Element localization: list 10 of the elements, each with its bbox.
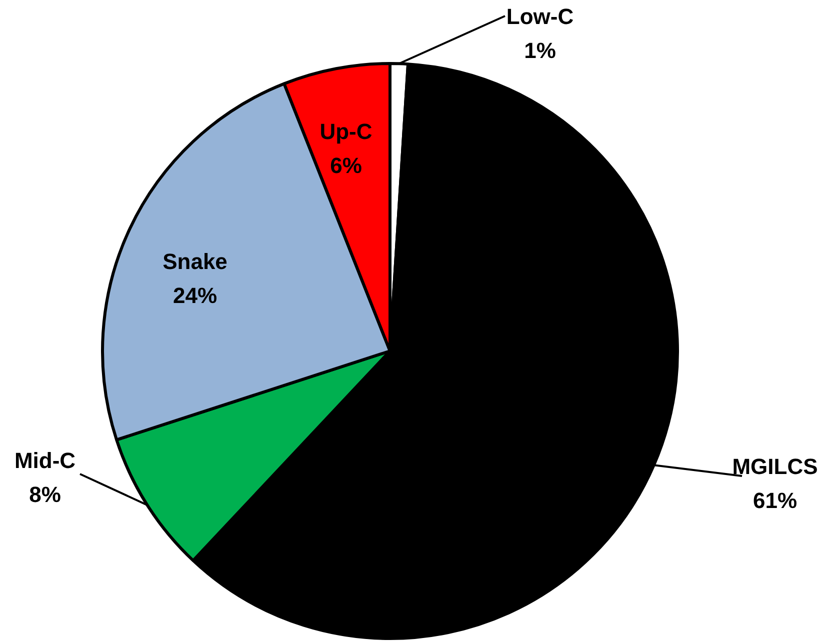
data-label: 1% [524, 38, 556, 64]
slice-label: MGILCS [732, 454, 818, 480]
slice-label: Low-C [506, 4, 574, 30]
data-label: 61% [752, 488, 798, 514]
slice-label: Snake [162, 249, 228, 274]
slice-label: Mid-C [14, 448, 76, 474]
slice-label: Up-C [320, 119, 372, 144]
data-label: 8% [29, 482, 61, 508]
data-label: 24% [172, 283, 218, 308]
data-label: 6% [330, 153, 362, 178]
